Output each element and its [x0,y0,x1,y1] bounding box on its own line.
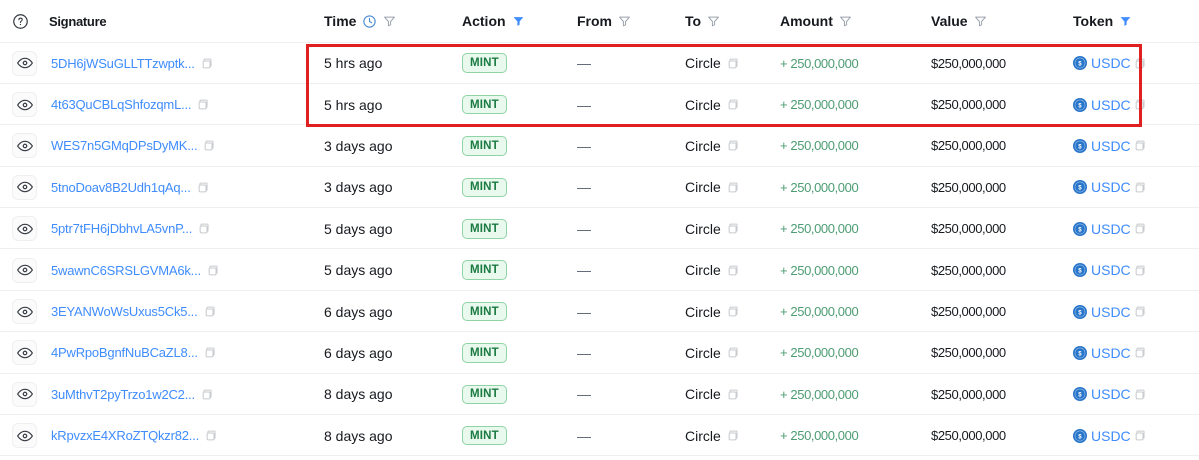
svg-text:$: $ [1078,309,1082,316]
svg-text:$: $ [1078,267,1082,274]
svg-text:$: $ [1078,392,1082,399]
svg-text:$: $ [1078,143,1082,150]
svg-text:$: $ [1078,433,1082,440]
svg-text:$: $ [1078,61,1082,68]
svg-text:$: $ [1078,185,1082,192]
svg-text:$: $ [1078,350,1082,357]
svg-text:$: $ [1078,102,1082,109]
svg-text:$: $ [1078,226,1082,233]
